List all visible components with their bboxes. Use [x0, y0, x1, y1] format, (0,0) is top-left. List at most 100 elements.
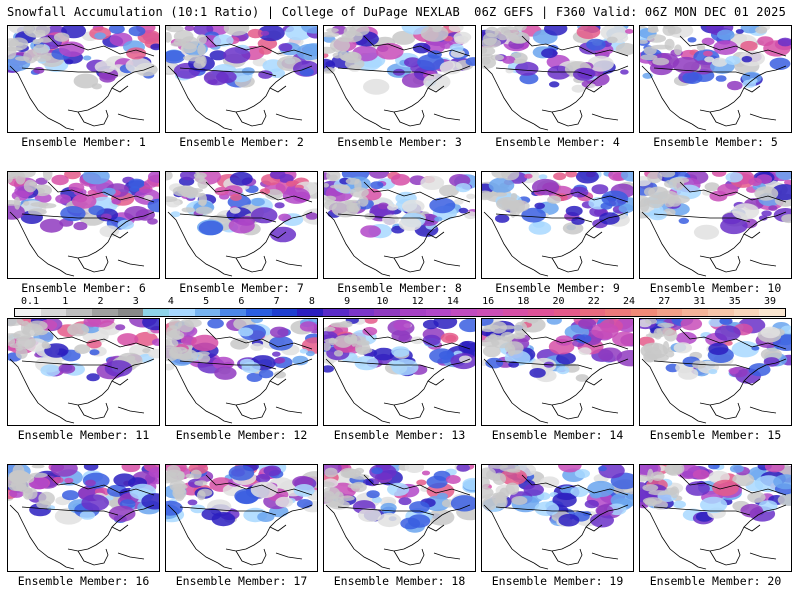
coastline: [533, 416, 549, 424]
ensemble-member-panel: [481, 318, 634, 426]
coastline: [47, 328, 155, 350]
ensemble-member-label: Ensemble Member: 18: [333, 574, 466, 588]
colorbar-tick-label: 10: [376, 296, 389, 307]
coastline: [749, 406, 777, 414]
model-run-info: 06Z GEFS | F360 Valid: 06Z MON DEC 01 20…: [474, 5, 786, 19]
coastline: [383, 504, 471, 552]
coastline: [585, 524, 603, 532]
colorbar-segment: [374, 309, 401, 316]
coastline: [709, 402, 741, 420]
ensemble-member-panel: [165, 25, 318, 133]
coastline: [225, 358, 313, 406]
colorbar-tick-label: 22: [587, 296, 600, 307]
coastline: [433, 259, 461, 267]
coastline: [235, 548, 267, 566]
coastline: [363, 328, 471, 350]
coastline: [375, 562, 391, 570]
ensemble-member-label: Ensemble Member: 13: [333, 428, 466, 442]
snowfall-map: [166, 319, 317, 424]
coastline: [427, 524, 445, 532]
snowfall-map: [482, 465, 633, 570]
colorbar-segment: [117, 309, 144, 316]
coastline: [275, 406, 303, 414]
coastline: [363, 474, 471, 496]
coastline: [483, 358, 535, 418]
coastline: [363, 181, 471, 203]
colorbar-tick-label: 6: [238, 296, 245, 307]
snowfall-map: [8, 172, 159, 277]
us-canada-border: [495, 67, 593, 77]
coastline: [111, 524, 129, 532]
ensemble-member-panel: [481, 171, 634, 279]
snowfall-map: [8, 26, 159, 131]
coastline: [591, 113, 619, 121]
snowfall-map: [8, 465, 159, 570]
colorbar-segment: [477, 309, 503, 316]
colorbar-segment: [348, 309, 375, 316]
coastline: [47, 181, 155, 203]
snowfall-map: [166, 172, 317, 277]
colorbar-segment: [246, 309, 272, 316]
coastline: [205, 35, 313, 57]
colorbar-tick-label: 14: [446, 296, 459, 307]
coastline: [641, 65, 693, 125]
coastline: [393, 402, 425, 420]
coastline: [235, 255, 267, 273]
coastline: [551, 548, 583, 566]
colorbar-segment: [759, 309, 786, 316]
coastline: [541, 65, 629, 113]
coastline: [111, 378, 129, 386]
colorbar-tick-label: 27: [658, 296, 671, 307]
ensemble-member-label: Ensemble Member: 19: [491, 574, 624, 588]
coastline: [9, 504, 61, 564]
coastline: [47, 35, 155, 57]
ensemble-member-label: Ensemble Member: 7: [179, 281, 304, 295]
coastline: [691, 416, 707, 424]
coastline: [483, 65, 535, 125]
snowfall-map: [324, 26, 475, 131]
coastline: [383, 358, 471, 406]
colorbar-segment: [143, 309, 170, 316]
colorbar-segment: [40, 309, 67, 316]
coastline: [9, 211, 61, 271]
ensemble-member-panel: [323, 25, 476, 133]
coastline: [59, 269, 75, 277]
coastline: [743, 524, 761, 532]
ensemble-member-panel: [165, 464, 318, 572]
colorbar-segment: [400, 309, 426, 316]
coastline: [225, 211, 313, 259]
coastline: [375, 416, 391, 424]
coastline: [205, 328, 313, 350]
coastline: [743, 378, 761, 386]
colorbar-segment: [66, 309, 93, 316]
snowfall-map: [482, 319, 633, 424]
ensemble-member-panel: [639, 171, 792, 279]
colorbar-tick-label: 31: [693, 296, 706, 307]
colorbar-tick-label: 5: [203, 296, 210, 307]
coastline: [77, 402, 109, 420]
colorbar-tick-label: 7: [273, 296, 280, 307]
coastline: [117, 259, 145, 267]
coastline: [591, 406, 619, 414]
coastline: [551, 255, 583, 273]
ensemble-member-label: Ensemble Member: 1: [21, 135, 146, 149]
coastline: [699, 211, 787, 259]
coastline: [709, 548, 741, 566]
coastline: [749, 552, 777, 560]
ensemble-member-panel: [323, 464, 476, 572]
coastline: [533, 562, 549, 570]
coastline: [709, 255, 741, 273]
coastline: [679, 181, 787, 203]
coastline: [393, 255, 425, 273]
colorbar-segment: [631, 309, 657, 316]
us-canada-border: [179, 360, 277, 370]
coastline: [375, 123, 391, 131]
colorbar-tick-label: 1: [62, 296, 69, 307]
ensemble-member-panel: [7, 25, 160, 133]
coastline: [521, 328, 629, 350]
coastline: [699, 65, 787, 113]
us-canada-border: [21, 213, 119, 223]
snowfall-map: [166, 465, 317, 570]
us-canada-border: [179, 67, 277, 77]
coastline: [167, 358, 219, 418]
